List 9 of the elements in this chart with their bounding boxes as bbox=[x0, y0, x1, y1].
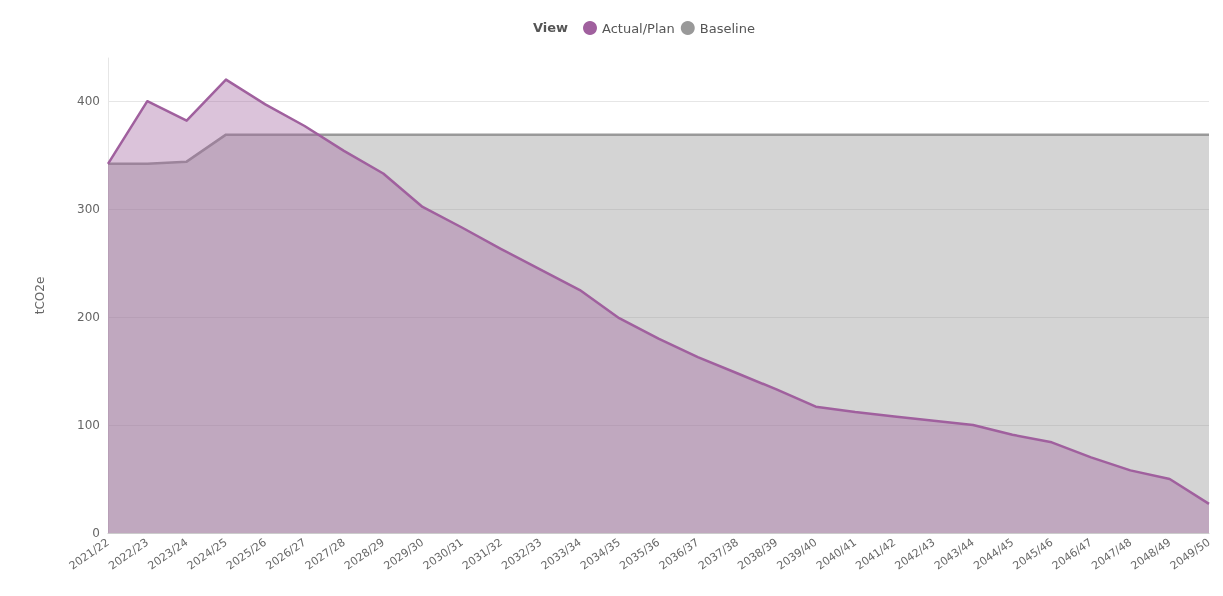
legend-label: Baseline bbox=[699, 20, 755, 36]
y-axis-title: tCO2e bbox=[33, 276, 47, 315]
y-tick-label: 200 bbox=[77, 310, 100, 325]
legend-label: Actual/Plan bbox=[602, 20, 675, 36]
y-tick-label: 400 bbox=[77, 94, 100, 109]
y-tick-label: 300 bbox=[77, 202, 100, 217]
y-tick-label: 100 bbox=[77, 418, 100, 433]
legend-title: View bbox=[533, 20, 569, 35]
y-tick-label: 0 bbox=[92, 526, 100, 540]
